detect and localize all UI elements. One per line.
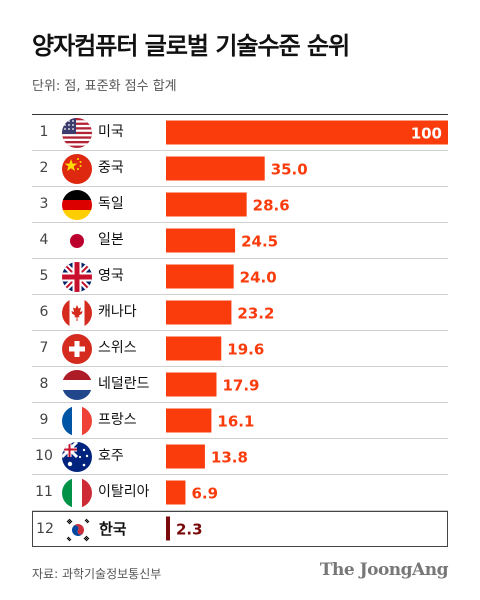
publisher-logo: The JoongAng xyxy=(319,560,449,580)
korea-flag-icon xyxy=(63,515,93,545)
value-label: 17.9 xyxy=(222,377,259,395)
bar xyxy=(166,372,217,397)
chart-row: 4 일본 xyxy=(32,223,448,259)
china-flag-icon xyxy=(62,154,92,184)
germany-flag-icon xyxy=(62,190,92,220)
category-label: 네덜란드 xyxy=(98,376,150,392)
category-label: 일본 xyxy=(98,232,124,248)
value-label: 100 xyxy=(411,125,442,143)
source-note: 자료: 과학기술정보통신부 xyxy=(32,567,162,581)
category-label: 독일 xyxy=(98,196,124,212)
chart-row: 1 미국 xyxy=(32,115,448,151)
rank-label: 2 xyxy=(39,160,49,176)
chart-row: 8 네덜란드 xyxy=(32,367,448,403)
value-label: 16.1 xyxy=(217,413,254,431)
category-label: 이탈리아 xyxy=(98,484,150,500)
chart-row: 11 이탈리아 xyxy=(32,475,448,511)
switzerland-flag-icon xyxy=(62,334,92,364)
rank-label: 10 xyxy=(35,448,53,464)
rank-label: 6 xyxy=(39,304,49,320)
chart-row: 6 캐나다 xyxy=(32,295,448,331)
chart-row: 12 한국 xyxy=(32,511,448,547)
value-label: 28.6 xyxy=(253,197,290,215)
category-label: 영국 xyxy=(98,268,124,284)
bar xyxy=(166,516,170,541)
rank-label: 1 xyxy=(39,124,49,140)
rank-label: 5 xyxy=(39,268,49,284)
bar xyxy=(166,264,234,289)
chart-row: 7 스위스 xyxy=(32,331,448,367)
usa-flag-icon xyxy=(62,118,92,148)
rank-label: 8 xyxy=(39,376,49,392)
bar xyxy=(166,336,222,361)
australia-flag-icon xyxy=(62,442,92,472)
bar xyxy=(166,408,212,433)
value-label: 23.2 xyxy=(237,305,274,323)
value-label: 24.0 xyxy=(240,269,277,287)
chart-row: 2 중국 xyxy=(32,151,448,187)
value-label: 6.9 xyxy=(191,485,218,503)
chart-row: 5 영국 xyxy=(32,259,448,295)
rank-label: 3 xyxy=(39,196,49,212)
rank-label: 9 xyxy=(39,412,49,428)
bar xyxy=(166,120,448,145)
category-label: 캐나다 xyxy=(98,304,137,320)
chart-row: 10 호주 xyxy=(32,439,448,475)
bar xyxy=(166,300,232,325)
chart-top-rule xyxy=(32,114,448,115)
category-label: 미국 xyxy=(98,124,124,140)
rank-label: 7 xyxy=(39,340,49,356)
ranking-chart: 1 미국 2 중국 3 독일 4 일본 5 영국 6 캐나다 7 스위스 8 네덜란드 9 프랑스 10 호주 11 이탈… xyxy=(32,114,448,547)
value-label: 35.0 xyxy=(271,161,308,179)
category-label: 중국 xyxy=(98,160,124,176)
bar xyxy=(166,192,247,217)
italy-flag-icon xyxy=(62,478,92,508)
bar xyxy=(166,156,265,181)
value-label: 24.5 xyxy=(241,233,278,251)
chart-row: 9 프랑스 xyxy=(32,403,448,439)
uk-flag-icon xyxy=(62,262,92,292)
france-flag-icon xyxy=(62,406,92,436)
rank-label: 12 xyxy=(36,521,54,537)
bar xyxy=(166,228,236,253)
value-label: 19.6 xyxy=(227,341,264,359)
bar xyxy=(166,480,186,505)
bar-area: 100 35.0 28.6 24.5 24.0 23.2 19.6 17.9 16.1 13.8 6… xyxy=(166,120,448,541)
netherlands-flag-icon xyxy=(62,370,92,400)
chart-row: 3 독일 xyxy=(32,187,448,223)
rank-label: 11 xyxy=(35,484,53,500)
rank-label: 4 xyxy=(39,232,49,248)
bar xyxy=(166,444,205,469)
value-label: 13.8 xyxy=(211,449,248,467)
category-label: 한국 xyxy=(99,520,127,538)
value-label: 2.3 xyxy=(176,521,203,539)
canada-flag-icon xyxy=(62,298,92,328)
category-label: 스위스 xyxy=(98,340,137,356)
unit-note: 단위: 점, 표준화 점수 합계 xyxy=(32,79,177,94)
page-title: 양자컴퓨터 글로벌 기술수준 순위 xyxy=(32,32,350,60)
japan-flag-icon xyxy=(62,226,92,256)
category-label: 프랑스 xyxy=(98,412,137,428)
category-label: 호주 xyxy=(98,448,124,464)
